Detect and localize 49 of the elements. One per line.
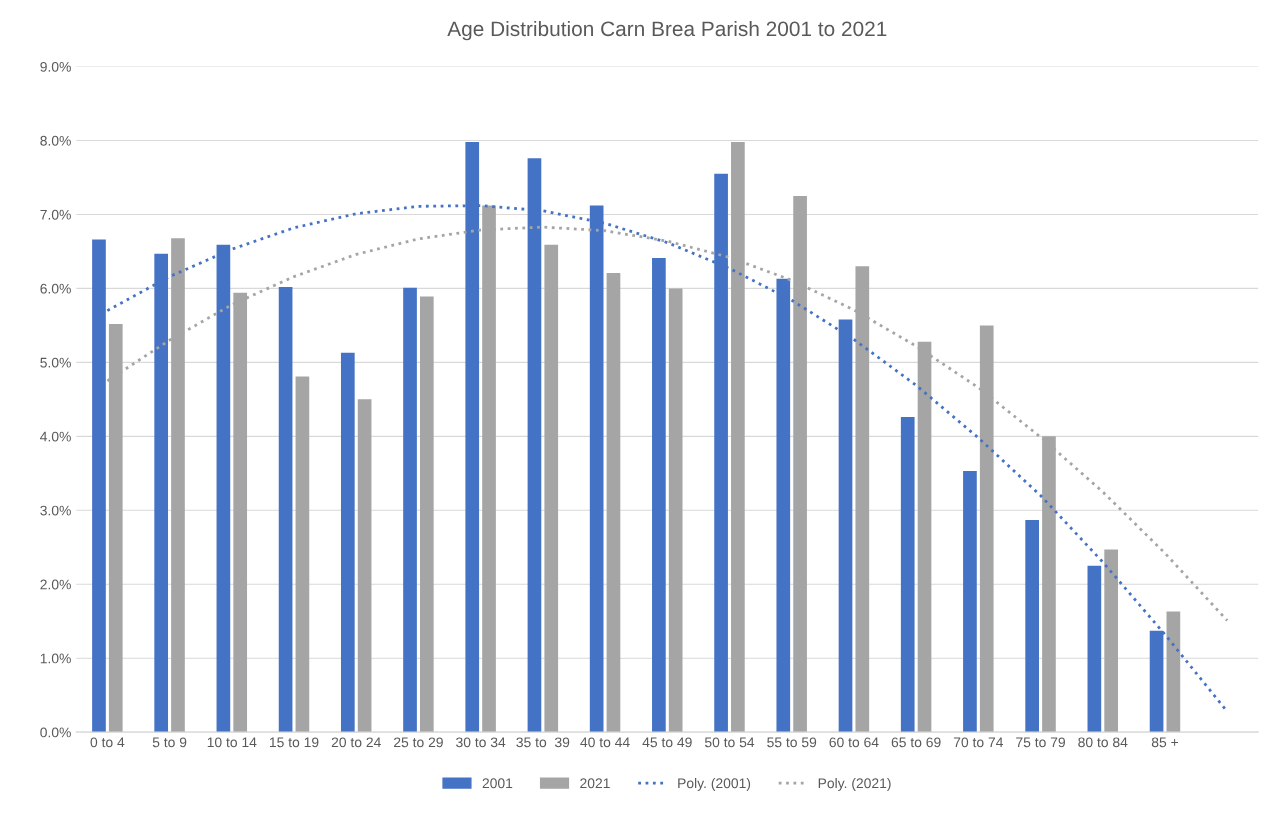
- x-tick-label: 30 to 34: [456, 737, 506, 748]
- bar: [295, 376, 310, 733]
- y-tick-label: 2.0%: [40, 579, 71, 590]
- x-tick-label: 15 to 19: [269, 737, 319, 748]
- bar: [1025, 519, 1039, 733]
- bar: [340, 352, 355, 733]
- x-tick-label: 20 to 24: [331, 737, 381, 748]
- x-tick-label: 55 to 59: [767, 737, 817, 748]
- x-tick-label: 5 to 9: [152, 737, 187, 748]
- x-tick-label: 80 to 84: [1078, 737, 1128, 748]
- legend-label: Poly. (2001): [678, 777, 751, 791]
- chart-title: Age Distribution Carn Brea Parish 2001 to 2021: [447, 20, 887, 41]
- y-tick-label: 7.0%: [40, 209, 71, 220]
- bar: [1104, 549, 1118, 733]
- x-tick-label: 0 to 4: [90, 737, 125, 748]
- x-tick-label: 25 to 29: [394, 737, 443, 748]
- bar: [1087, 565, 1102, 733]
- x-tick-label: 10 to 14: [207, 737, 257, 748]
- bar: [357, 399, 372, 733]
- x-tick-label: 45 to 49: [642, 737, 692, 748]
- bar: [963, 471, 977, 733]
- y-tick-label: 0.0%: [40, 727, 71, 738]
- y-tick-label: 1.0%: [40, 653, 71, 664]
- bar: [668, 288, 683, 733]
- bar: [1166, 611, 1181, 733]
- bar: [652, 258, 666, 733]
- x-tick-label: 70 to 74: [953, 737, 1004, 748]
- x-tick-label: 65 to 69: [891, 737, 941, 748]
- x-tick-label: 85 +: [1151, 737, 1178, 748]
- x-tick-label: 40 to 44: [580, 737, 630, 748]
- bar: [419, 296, 434, 733]
- y-tick-label: 3.0%: [40, 505, 71, 516]
- y-tick-label: 6.0%: [40, 283, 71, 294]
- bar: [403, 287, 417, 733]
- legend-label: 2001: [482, 778, 513, 789]
- x-tick-label: 75 to 79: [1016, 737, 1065, 748]
- legend-label: 2021: [580, 778, 610, 789]
- x-tick-label: 60 to 64: [829, 737, 879, 748]
- y-tick-label: 4.0%: [40, 431, 71, 442]
- x-tick-label: 35 to 39: [516, 737, 570, 748]
- x-tick-label: 50 to 54: [704, 737, 755, 748]
- legend-label: Poly. (2021): [818, 777, 891, 791]
- y-tick-label: 8.0%: [40, 135, 71, 146]
- bar: [278, 286, 293, 733]
- bar: [606, 272, 621, 733]
- y-tick-label: 5.0%: [40, 357, 71, 368]
- y-tick-label: 9.0%: [40, 61, 71, 72]
- bar: [544, 244, 559, 733]
- bar: [900, 417, 915, 733]
